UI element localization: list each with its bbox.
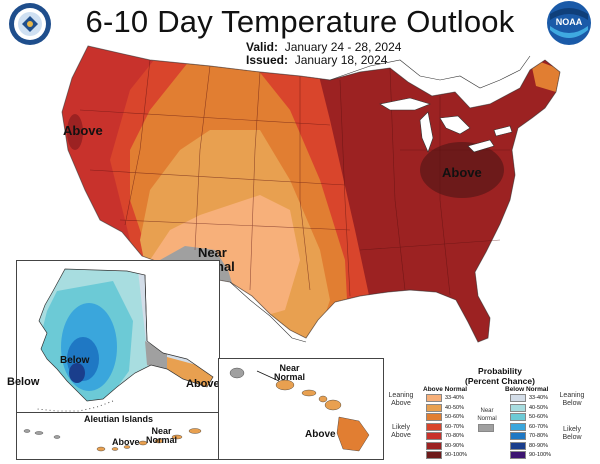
label-above-east: Above <box>442 165 482 180</box>
legend-below-row: 40-50% <box>510 403 548 412</box>
legend-leaning-below: Leaning Below <box>556 392 588 408</box>
legend-below-label: 70-80% <box>529 433 548 439</box>
legend-above-label: 50-60% <box>445 414 464 420</box>
aleutian-inset <box>16 412 220 460</box>
legend-above-swatch <box>426 403 442 412</box>
legend-below-swatch <box>510 413 526 421</box>
legend-likely-below-1: Likely <box>563 426 581 433</box>
legend-above-label: 33-40% <box>445 395 464 401</box>
legend-below-swatch <box>510 441 526 450</box>
valid-label: Valid: <box>246 40 279 54</box>
legend-below-swatch <box>510 432 526 440</box>
legend-below-label: 80-90% <box>529 442 548 449</box>
aleutian-near-line2: Normal <box>146 435 178 445</box>
canada-border <box>329 55 531 89</box>
legend-title-line1: Probability <box>478 366 522 376</box>
map-title: 6-10 Day Temperature Outlook <box>85 4 515 39</box>
label-above-west: Above <box>63 123 103 138</box>
legend-leaning-above-1: Leaning <box>388 392 414 399</box>
legend-above-row: 70-80% <box>426 432 464 440</box>
legend-above-row: 60-70% <box>426 422 464 431</box>
legend-near-normal-1: Near <box>480 408 494 414</box>
hawaii-near-line1: Near <box>279 363 300 373</box>
legend-below-row: 80-90% <box>510 441 548 450</box>
legend-above-row: 80-90% <box>426 441 464 450</box>
issued-date: Issued: January 18, 2024 <box>246 53 387 67</box>
legend-below-row: 60-70% <box>510 422 548 431</box>
valid-value: January 24 - 28, 2024 <box>284 40 402 54</box>
issued-label: Issued: <box>246 53 289 67</box>
issued-value: January 18, 2024 <box>294 53 388 67</box>
legend-below-row: 70-80% <box>510 432 548 440</box>
hawaii-near-line2: Normal <box>274 372 306 382</box>
legend-below-label: 90-100% <box>529 452 552 458</box>
legend-below-swatch <box>510 451 526 459</box>
legend-near-normal: Near Normal <box>470 407 504 423</box>
legend-above-label: 60-70% <box>445 423 464 430</box>
legend-below-swatch <box>510 403 526 412</box>
hawaii-near-normal-label: Near Normal <box>274 364 305 382</box>
legend-likely-above-2: Above <box>391 432 411 439</box>
legend-leaning-above: Leaning Above <box>386 392 416 408</box>
aleutian-map <box>23 428 202 452</box>
legend-above-swatch <box>426 451 442 459</box>
legend-above-row: 50-60% <box>426 413 464 421</box>
legend-above-label: 80-90% <box>445 442 464 449</box>
alaska-below-outside-label: Below <box>7 376 40 388</box>
hawaii-inset <box>218 358 384 460</box>
legend-near-normal-2: Normal <box>477 416 497 422</box>
legend-below-row: 50-60% <box>510 413 548 421</box>
legend-below-label: 40-50% <box>529 404 548 411</box>
alaska-above-label: Above <box>186 378 220 390</box>
hawaii-map <box>229 367 370 452</box>
valid-dates: Valid: January 24 - 28, 2024 <box>246 40 401 54</box>
svg-text:NOAA: NOAA <box>556 17 583 27</box>
legend-above-swatch <box>426 441 442 450</box>
aleutian-near-normal-label: Near Normal <box>146 427 177 445</box>
legend-below-label: 60-70% <box>529 423 548 430</box>
legend-above-label: 70-80% <box>445 433 464 439</box>
legend-likely-below: Likely Below <box>556 426 588 442</box>
legend-below-head: Below Normal <box>505 386 549 393</box>
aleutian-above-label: Above <box>112 437 140 447</box>
legend-likely-below-2: Below <box>562 434 582 441</box>
alaska-inset <box>16 260 220 414</box>
hawaii-above-label: Above <box>305 429 336 440</box>
legend-above-swatch <box>426 413 442 421</box>
legend-above-row: 40-50% <box>426 403 464 412</box>
legend-above-head: Above Normal <box>423 386 468 393</box>
legend-leaning-above-2: Above <box>391 400 411 407</box>
legend-leaning-below-2: Below <box>562 400 582 407</box>
legend-title-line2: (Percent Chance) <box>465 376 535 386</box>
legend-below-label: 33-40% <box>529 395 548 401</box>
label-near-normal-line1: Near <box>197 245 227 260</box>
legend-below-swatch <box>510 394 526 402</box>
legend-above-row: 33-40% <box>426 394 464 402</box>
legend-above-row: 90-100% <box>426 451 467 459</box>
legend-below-swatch <box>510 422 526 431</box>
commerce-seal-icon <box>9 3 51 45</box>
noaa-logo-icon: NOAA <box>547 1 591 45</box>
legend-near-normal-swatch <box>478 424 494 432</box>
legend-above-swatch <box>426 422 442 431</box>
aleutian-title: Aleutian Islands <box>84 414 154 424</box>
great-lakes <box>379 97 513 153</box>
legend-likely-above: Likely Above <box>386 424 416 440</box>
legend-above-label: 40-50% <box>445 404 464 411</box>
alaska-map <box>36 268 214 412</box>
alaska-below-label: Below <box>60 355 90 366</box>
mexico-border <box>229 281 307 343</box>
legend-above-swatch <box>426 394 442 402</box>
legend-below-row: 90-100% <box>510 451 551 459</box>
legend-above-swatch <box>426 432 442 440</box>
legend-likely-above-1: Likely <box>392 424 410 431</box>
legend-above-label: 90-100% <box>445 452 468 458</box>
legend-title: Probability (Percent Chance) <box>452 366 548 386</box>
legend-below-label: 50-60% <box>529 414 548 420</box>
legend-below-row: 33-40% <box>510 394 548 402</box>
legend-leaning-below-1: Leaning <box>559 392 585 399</box>
aleutian-near-line1: Near <box>151 426 172 436</box>
